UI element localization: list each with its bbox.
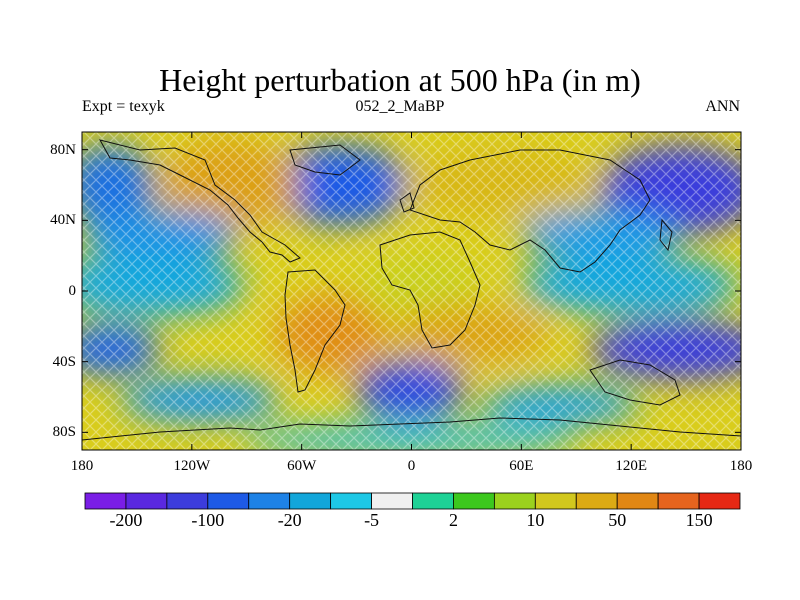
coast-japan (659, 218, 673, 252)
labelbar-label: -200 (109, 510, 143, 530)
hatching-overlay (82, 132, 741, 450)
lat-label: 40S (52, 353, 76, 370)
labelbar-box (84, 492, 127, 510)
lon-label: 0 (407, 458, 416, 474)
plot-title: Height perturbation at 500 hPa (in m) (159, 62, 641, 98)
labelbar-box (657, 492, 700, 510)
labelbar-box (371, 492, 413, 510)
axis-ticks (81, 132, 742, 450)
labelbar-box (125, 492, 168, 510)
lon-label: 120E (615, 458, 647, 474)
labelbar-box (207, 492, 250, 510)
coastlines (82, 139, 741, 441)
labelbar-box (534, 492, 577, 510)
lon-label: 120W (173, 458, 211, 474)
coast-uk (399, 192, 415, 213)
labelbar-box (616, 492, 659, 510)
labelbar-label: 10 (526, 510, 545, 530)
labelbar-box (453, 492, 495, 510)
labelbar-box (248, 492, 291, 510)
labelbar-box (166, 492, 209, 510)
labelbar-label: 150 (685, 510, 713, 530)
coast-africa (379, 231, 481, 349)
coast-greenland-arctic (289, 144, 361, 176)
coast-australia (589, 359, 681, 406)
labelbar-box (575, 492, 618, 510)
labelbar-box (698, 492, 741, 510)
labelbar-label: 2 (448, 510, 458, 530)
labelbar-box (493, 492, 536, 510)
coast-antarctica (82, 417, 741, 441)
lon-label: 60W (287, 458, 317, 474)
run-label: 052_2_MaBP (355, 98, 445, 115)
lat-label: 40N (50, 212, 76, 229)
lon-label: 180 (70, 458, 94, 474)
labelbar-box (412, 492, 454, 510)
labelbar-box (330, 492, 372, 510)
lat-label: 0 (68, 283, 77, 299)
labelbar-label: -5 (364, 510, 380, 530)
lon-label: 60E (509, 458, 534, 474)
lon-label: 180 (729, 458, 753, 474)
experiment-label: Expt = texyk (82, 98, 165, 115)
season-label: ANN (705, 98, 740, 115)
labelbar-label: -20 (277, 510, 302, 530)
labelbar-label: 50 (608, 510, 627, 530)
labelbar-label: -100 (191, 510, 225, 530)
labelbar (84, 492, 741, 510)
labelbar-box (289, 492, 332, 510)
coast-south-america (284, 269, 346, 393)
lat-label: 80N (50, 141, 76, 158)
contour-field (82, 132, 741, 450)
lat-label: 80S (52, 424, 76, 441)
coast-north-america (99, 139, 301, 263)
coast-eurasia (409, 149, 651, 273)
